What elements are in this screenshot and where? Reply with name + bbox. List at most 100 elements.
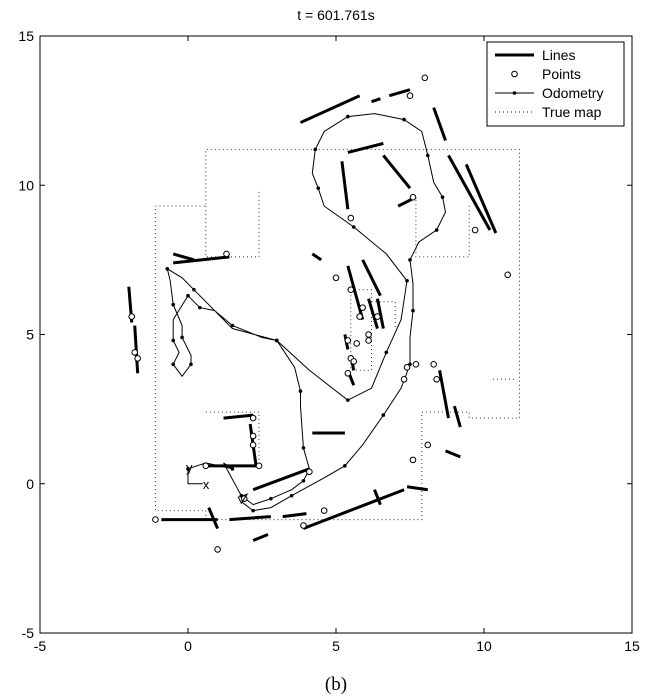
line-feature (223, 413, 254, 420)
point-feature (249, 432, 257, 440)
odometry-marker (192, 287, 196, 292)
x-tick-label: 15 (624, 638, 640, 654)
lines-layer (127, 88, 498, 542)
point-feature (255, 462, 263, 470)
odometry-marker (425, 153, 430, 158)
point-feature (424, 441, 432, 449)
point-feature (300, 522, 307, 529)
point-feature (356, 313, 363, 320)
true-map-segment (415, 200, 470, 258)
line-feature (311, 252, 323, 262)
legend-label: Lines (542, 47, 575, 63)
robot-frame: yx (186, 460, 249, 505)
point-feature (374, 313, 381, 320)
odometry-marker (351, 225, 356, 229)
odometry-marker (434, 228, 439, 232)
point-feature (409, 193, 417, 201)
point-feature (306, 468, 313, 476)
point-feature (344, 370, 352, 377)
point-feature (400, 375, 408, 383)
odometry-marker (171, 338, 175, 343)
line-feature (371, 97, 381, 104)
points-layer (128, 74, 511, 553)
odometry-marker (189, 362, 193, 367)
line-feature (367, 298, 379, 329)
point-feature (504, 271, 511, 279)
point-feature (347, 214, 355, 222)
point-feature (128, 313, 136, 320)
odometry-marker (440, 195, 445, 199)
odometry-marker (165, 267, 170, 271)
line-feature (432, 107, 447, 141)
odometry-marker (301, 446, 306, 450)
odometry-marker (171, 362, 175, 367)
point-feature (214, 546, 221, 553)
odometry-marker (180, 335, 184, 340)
true-map-segment (205, 411, 260, 466)
odometry-marker (171, 302, 175, 307)
point-feature (223, 250, 230, 258)
point-feature (365, 331, 372, 338)
line-feature (382, 154, 412, 190)
line-feature (406, 485, 428, 492)
true-map-segment (350, 289, 372, 371)
point-feature (350, 358, 358, 365)
odometry-layer (165, 113, 447, 513)
odometry-marker (381, 413, 386, 417)
point-feature (421, 74, 429, 82)
x-tick-label: 10 (476, 638, 492, 654)
legend-swatch-points (511, 70, 518, 78)
true-map-layer (154, 148, 520, 521)
x-tick-label: 0 (184, 638, 192, 654)
y-axis: -5 0 5 10 15 (18, 28, 632, 641)
line-feature (346, 265, 365, 320)
point-feature (403, 364, 411, 371)
odometry-marker (408, 258, 412, 262)
point-feature (202, 462, 210, 470)
figure-caption: (b) (325, 674, 347, 695)
point-feature (430, 361, 437, 368)
line-feature (302, 488, 405, 530)
legend: Lines Points Odometry True map (486, 41, 625, 127)
odometry-marker (411, 308, 415, 313)
line-feature (452, 405, 462, 428)
line-feature (447, 154, 492, 231)
point-feature (332, 274, 340, 282)
odometry-marker (298, 389, 303, 394)
odometry-marker (198, 305, 202, 310)
line-feature (375, 298, 385, 329)
line-feature (173, 255, 230, 265)
frame-x-label: x (203, 477, 210, 492)
frame-y-label: y (186, 460, 193, 475)
y-tick-label: 5 (26, 327, 34, 343)
point-feature (344, 337, 352, 344)
line-feature (252, 533, 269, 542)
y-tick-label: 10 (18, 177, 34, 193)
point-feature (320, 507, 328, 514)
chart-title: t = 601.761s (297, 7, 374, 23)
point-feature (433, 375, 440, 383)
odometry-marker (186, 293, 190, 298)
odometry-marker (316, 186, 321, 191)
legend-label: Odometry (542, 85, 603, 101)
x-tick-label: -5 (34, 638, 47, 654)
line-feature (464, 163, 498, 234)
odometry-marker (230, 467, 235, 471)
point-feature (471, 226, 479, 234)
true-map-segment (154, 148, 520, 521)
odometry-marker (384, 350, 389, 355)
odometry-marker (405, 278, 409, 283)
odometry-marker (269, 496, 273, 501)
odometry-marker (313, 147, 318, 152)
line-feature (282, 512, 307, 519)
line-feature (438, 370, 450, 419)
odometry-marker (251, 508, 255, 513)
point-feature (134, 355, 141, 362)
odometry-marker (301, 478, 306, 483)
odometry-marker (343, 464, 347, 468)
point-feature (152, 516, 159, 523)
point-feature (365, 337, 372, 344)
x-tick-label: 5 (332, 638, 340, 654)
point-feature (406, 92, 414, 99)
